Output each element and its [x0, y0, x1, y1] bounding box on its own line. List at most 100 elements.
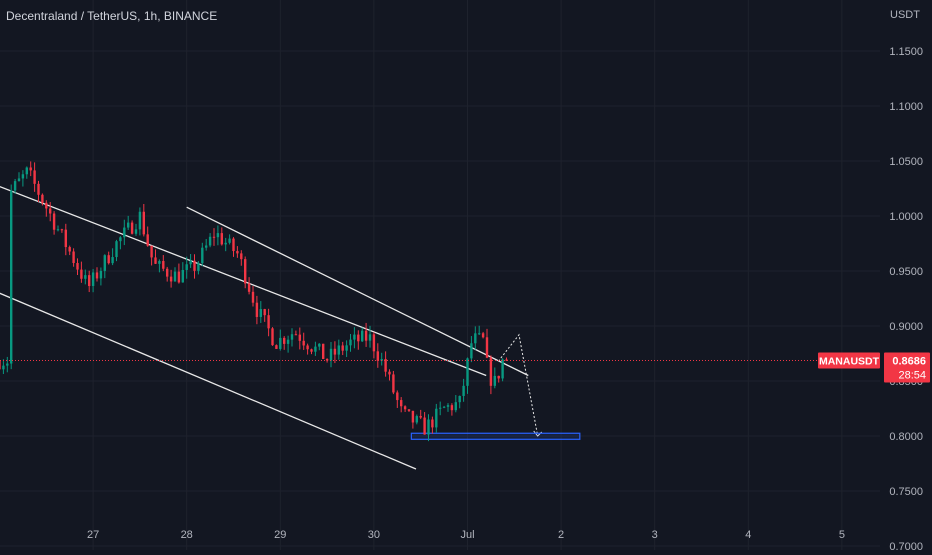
- candle-body: [489, 357, 493, 386]
- candle-body: [329, 348, 333, 361]
- candle-body: [13, 181, 17, 191]
- channel-second-line[interactable]: [186, 206, 529, 377]
- candle-body: [388, 371, 391, 375]
- price-tick-label: 0.7000: [889, 541, 923, 550]
- candle-body: [80, 269, 83, 279]
- symbol-tag-label: MANAUSDT: [819, 356, 880, 368]
- candle-body: [91, 272, 95, 286]
- candle-body: [177, 271, 181, 283]
- candle-body: [263, 309, 266, 316]
- candle-body: [247, 283, 251, 292]
- time-tick-label: Jul: [460, 529, 474, 541]
- candle-body: [115, 241, 118, 258]
- candle-body: [60, 229, 64, 231]
- candle-body: [505, 359, 508, 361]
- candle-body: [403, 406, 407, 410]
- candle-body: [185, 264, 188, 270]
- candle-body: [240, 253, 243, 260]
- candle-body: [357, 334, 360, 342]
- candle-body: [423, 417, 426, 435]
- candle-body: [306, 345, 309, 350]
- last-price-value: 0.8686: [892, 356, 926, 368]
- candle-body: [6, 363, 9, 366]
- time-tick-label: 3: [652, 529, 658, 541]
- candle-body: [411, 410, 415, 423]
- candle-body: [181, 269, 184, 283]
- candle-body: [107, 255, 110, 264]
- candle-body: [17, 178, 21, 182]
- candle-body: [205, 245, 208, 248]
- candle-body: [134, 229, 138, 234]
- candle-body: [130, 222, 134, 234]
- candle-body: [150, 245, 153, 258]
- candle-body: [337, 345, 340, 355]
- candle-body: [384, 359, 387, 372]
- candle-body: [302, 340, 305, 346]
- candle-body: [501, 359, 504, 379]
- candle-body: [103, 255, 106, 271]
- candle-body: [361, 330, 364, 342]
- time-tick-label: 4: [745, 529, 751, 541]
- last-price-tag[interactable]: [884, 352, 930, 383]
- candle-body: [123, 227, 126, 238]
- drawing-tools[interactable]: [0, 161, 581, 470]
- channel-upper-line[interactable]: [0, 161, 487, 377]
- candle-body: [99, 270, 103, 279]
- candle-body: [493, 375, 496, 386]
- candle-body: [68, 247, 71, 252]
- price-tick-label: 0.7500: [889, 486, 923, 498]
- candle-body: [0, 360, 1, 370]
- time-tick-label: 29: [274, 529, 286, 541]
- candle-body: [21, 174, 25, 179]
- support-box[interactable]: [410, 432, 581, 440]
- time-tick-label: 28: [181, 529, 193, 541]
- candle-body: [470, 343, 473, 359]
- currency-label: USDT: [890, 9, 920, 21]
- projection-path[interactable]: [498, 333, 539, 437]
- price-tick-label: 1.1500: [889, 46, 923, 58]
- candle-body: [49, 208, 52, 214]
- candle-body: [396, 392, 399, 401]
- price-tick-label: 0.9500: [889, 266, 923, 278]
- candle-body: [368, 334, 372, 341]
- candle-body: [251, 291, 255, 303]
- candle-body: [173, 271, 177, 282]
- candle-body: [212, 236, 216, 238]
- candle-body: [224, 242, 227, 245]
- channel-lower-line[interactable]: [0, 266, 417, 470]
- candle-body: [294, 334, 298, 336]
- candle-body: [290, 334, 294, 340]
- candle-body: [446, 405, 450, 407]
- candle-body: [345, 345, 348, 351]
- chart-title: Decentraland / TetherUS, 1h, BINANCE: [6, 9, 218, 23]
- candle-body: [427, 419, 430, 435]
- candle-body: [259, 309, 262, 317]
- price-tick-label: 1.1000: [889, 101, 923, 113]
- candle-body: [244, 259, 247, 284]
- candle-body: [127, 222, 130, 228]
- candle-body: [341, 345, 344, 351]
- candle-body: [33, 170, 36, 184]
- symbol-tag[interactable]: [818, 352, 880, 369]
- candle-body: [442, 406, 446, 408]
- candle-body: [76, 263, 79, 270]
- candle-body: [458, 395, 461, 403]
- candle-countdown: 28:54: [898, 370, 926, 382]
- price-axis[interactable]: 1.15001.10001.05001.00000.95000.90000.85…: [818, 46, 930, 553]
- candle-body: [25, 167, 28, 175]
- candle-body: [392, 374, 395, 393]
- candle-body: [364, 330, 368, 341]
- candle-body: [138, 211, 142, 230]
- candle-body: [236, 251, 239, 254]
- time-axis[interactable]: 27 28 29 30 Jul 2 3 4 5: [87, 529, 845, 541]
- candle-body: [431, 419, 434, 428]
- candle-body: [119, 237, 122, 242]
- price-tick-label: 0.9000: [889, 321, 923, 333]
- candle-body: [2, 365, 5, 370]
- candle-body: [454, 402, 457, 411]
- candle-body: [466, 358, 469, 386]
- grid: [0, 0, 880, 550]
- candle-body: [481, 333, 485, 338]
